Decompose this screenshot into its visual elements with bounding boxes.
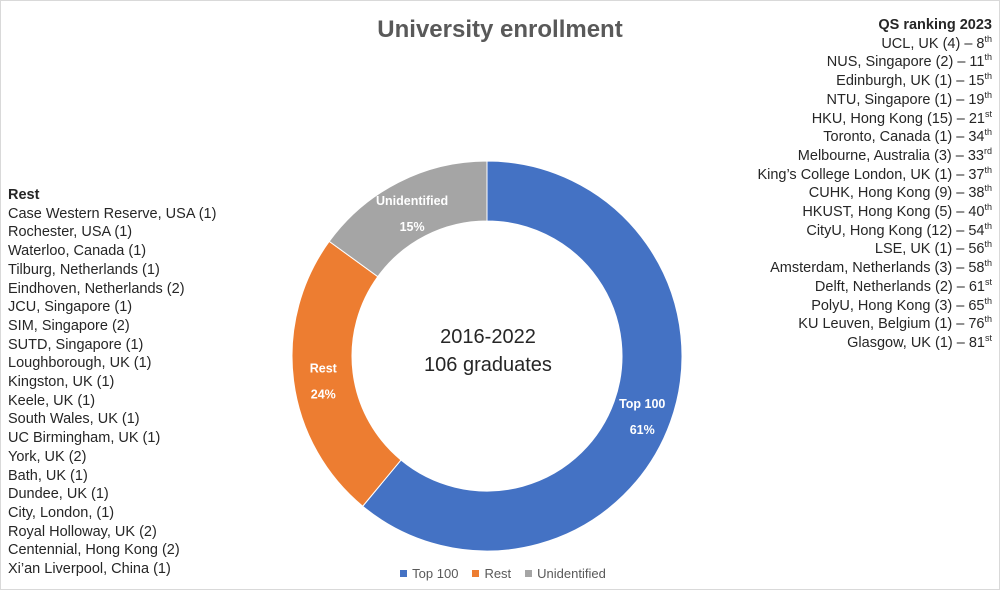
legend-swatch xyxy=(525,569,533,577)
rest-list-item: Loughborough, UK (1) xyxy=(8,355,152,372)
qs-ranking-item-text: LSE, UK (1) – 56 xyxy=(874,241,985,258)
rest-list-item: Royal Holloway, UK (2) xyxy=(8,523,157,540)
rest-list-items: Case Western Reserve, USA (1) Rochester, … xyxy=(8,205,216,579)
rest-list-item: Kingston, UK (1) xyxy=(8,374,115,391)
qs-ranking-item: HKUST, Hong Kong (5) – 40th xyxy=(757,203,992,222)
legend-label: Top 100 xyxy=(412,565,459,581)
rest-list-item: South Wales, UK (1) xyxy=(8,411,140,428)
qs-ranking-item-suffix: th xyxy=(984,71,992,82)
legend-item: Rest xyxy=(472,566,511,581)
qs-ranking-item-suffix: th xyxy=(984,314,992,325)
qs-ranking-item-text: King’s College London, UK (1) – 37 xyxy=(757,166,985,183)
rest-list-item: Centennial, Hong Kong (2) xyxy=(8,542,180,559)
rest-list-item: JCU, Singapore (1) xyxy=(8,299,133,316)
slice-value-label: 61% xyxy=(630,423,655,437)
qs-ranking-item: NTU, Singapore (1) – 19th xyxy=(757,89,992,110)
legend-label: Rest xyxy=(484,565,512,581)
qs-ranking-item-text: HKUST, Hong Kong (5) – 40 xyxy=(802,204,985,221)
rest-list-item: Rochester, USA (1) xyxy=(8,224,133,241)
qs-ranking-item: Amsterdam, Netherlands (3) – 58th xyxy=(757,259,992,278)
donut-slice-unidentified xyxy=(328,160,488,278)
center-label-graduates: 106 graduates xyxy=(424,354,552,376)
qs-ranking-item-suffix: th xyxy=(984,220,992,231)
qs-ranking-list: QS ranking 2023 UCL, UK (4) – 8th NUS, Si… xyxy=(757,16,992,353)
qs-ranking-item: PolyU, Hong Kong (3) – 65th xyxy=(757,295,992,316)
qs-ranking-item-text: Glasgow, UK (1) – 81 xyxy=(847,334,985,351)
qs-ranking-item-suffix: st xyxy=(984,332,992,343)
qs-ranking-item-text: Edinburgh, UK (1) – 15 xyxy=(836,73,985,90)
qs-ranking-item-text: NTU, Singapore (1) – 19 xyxy=(826,91,985,108)
qs-ranking-item-suffix: th xyxy=(984,183,992,194)
qs-ranking-item-suffix: th xyxy=(984,295,992,306)
slice-name-label: Unidentified xyxy=(376,194,448,208)
qs-ranking-item: LSE, UK (1) – 56th xyxy=(757,240,992,259)
qs-ranking-item-text: CUHK, Hong Kong (9) – 38 xyxy=(808,185,985,202)
qs-ranking-item: UCL, UK (4) – 8th xyxy=(757,33,992,54)
chart-legend: Top 100 Rest Unidentified xyxy=(384,562,622,584)
qs-ranking-item: KU Leuven, Belgium (1) – 76th xyxy=(757,315,992,334)
chart-title: University enrollment xyxy=(377,16,623,43)
rest-list-item: Xi’an Liverpool, China (1) xyxy=(8,561,171,578)
rest-list-item: Dundee, UK (1) xyxy=(8,486,109,503)
qs-ranking-item-text: Amsterdam, Netherlands (3) – 58 xyxy=(770,260,985,277)
qs-ranking-item: CUHK, Hong Kong (9) – 38th xyxy=(757,184,992,203)
donut-slice-top-100 xyxy=(361,160,683,552)
rest-list-item: Waterloo, Canada (1) xyxy=(8,243,147,260)
rest-list-item: Keele, UK (1) xyxy=(8,392,96,409)
rest-list-item: Case Western Reserve, USA (1) xyxy=(8,205,217,222)
rest-list-item: Tilburg, Netherlands (1) xyxy=(8,261,160,278)
qs-ranking-item-text: CityU, Hong Kong (12) – 54 xyxy=(806,222,985,239)
rest-list-item: SUTD, Singapore (1) xyxy=(8,336,144,353)
qs-ranking-item: Delft, Netherlands (2) – 61st xyxy=(757,276,992,297)
qs-ranking-item-text: PolyU, Hong Kong (3) – 65 xyxy=(811,297,985,314)
qs-ranking-item-text: HKU, Hong Kong (15) – 21 xyxy=(811,110,985,127)
legend-swatch xyxy=(472,569,480,577)
rest-list-item: SIM, Singapore (2) xyxy=(8,317,130,334)
qs-ranking-item: CityU, Hong Kong (12) – 54th xyxy=(757,220,992,241)
slice-value-label: 15% xyxy=(400,220,425,234)
qs-ranking-item: Toronto, Canada (1) – 34th xyxy=(757,128,992,147)
qs-ranking-item-suffix: rd xyxy=(983,145,992,156)
qs-ranking-item: HKU, Hong Kong (15) – 21st xyxy=(757,108,992,129)
qs-ranking-item-suffix: th xyxy=(984,127,992,138)
qs-ranking-item: Melbourne, Australia (3) – 33rd xyxy=(757,145,992,166)
qs-ranking-item-suffix: th xyxy=(984,33,992,44)
qs-ranking-title: QS ranking 2023 xyxy=(878,17,992,33)
slice-name-label: Top 100 xyxy=(619,397,665,411)
qs-ranking-item-suffix: st xyxy=(984,108,992,119)
rest-list: Rest Case Western Reserve, USA (1) Roches… xyxy=(8,186,216,579)
legend-swatch xyxy=(400,569,408,577)
legend-item: Unidentified xyxy=(525,566,606,581)
qs-ranking-item: Edinburgh, UK (1) – 15th xyxy=(757,72,992,91)
rest-list-item: UC Birmingham, UK (1) xyxy=(8,430,161,447)
qs-ranking-item-suffix: st xyxy=(984,276,992,287)
qs-ranking-item: Glasgow, UK (1) – 81st xyxy=(757,332,992,353)
qs-ranking-item-text: Toronto, Canada (1) – 34 xyxy=(823,129,985,146)
rest-list-item: Eindhoven, Netherlands (2) xyxy=(8,280,185,297)
rest-list-item: Bath, UK (1) xyxy=(8,467,88,484)
qs-ranking-item-text: Melbourne, Australia (3) – 33 xyxy=(797,147,984,164)
qs-ranking-item-suffix: th xyxy=(984,52,992,63)
qs-ranking-item-suffix: th xyxy=(984,239,992,250)
qs-ranking-item-suffix: th xyxy=(984,202,992,213)
qs-ranking-item-text: UCL, UK (4) – 8 xyxy=(881,35,985,52)
legend-item: Top 100 xyxy=(400,566,458,581)
qs-ranking-item-text: NUS, Singapore (2) – 11 xyxy=(826,54,985,71)
rest-list-item: York, UK (2) xyxy=(8,448,87,465)
qs-ranking-item: King’s College London, UK (1) – 37th xyxy=(757,164,992,185)
qs-ranking-item-suffix: th xyxy=(984,258,992,269)
qs-ranking-item-suffix: th xyxy=(984,164,992,175)
qs-ranking-item-text: KU Leuven, Belgium (1) – 76 xyxy=(798,316,985,333)
center-label-years: 2016-2022 xyxy=(440,326,536,348)
slice-name-label: Rest xyxy=(310,362,338,376)
legend-label: Unidentified xyxy=(537,565,606,581)
rest-list-title: Rest xyxy=(8,187,40,203)
qs-ranking-item-suffix: th xyxy=(984,89,992,100)
rest-list-item: City, London, (1) xyxy=(8,504,115,521)
qs-ranking-item: NUS, Singapore (2) – 11th xyxy=(757,53,992,72)
qs-ranking-item-text: Delft, Netherlands (2) – 61 xyxy=(814,278,985,295)
qs-ranking-items: UCL, UK (4) – 8th NUS, Singapore (2) – 11… xyxy=(757,33,992,353)
slice-value-label: 24% xyxy=(311,388,336,402)
